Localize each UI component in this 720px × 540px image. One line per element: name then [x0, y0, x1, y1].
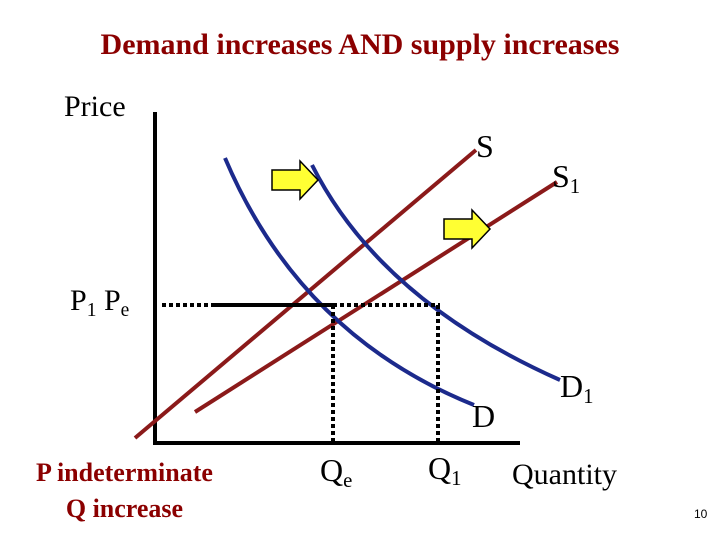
x-axis-label: Quantity	[512, 458, 617, 491]
supply-curve-s1	[193, 180, 559, 414]
quantity-label-q1: Q1	[428, 450, 462, 491]
demand-label-d1: D1	[560, 368, 594, 409]
price-labels: P1 Pe	[70, 284, 130, 321]
demand-curve-d1	[310, 164, 561, 382]
page-number: 10	[694, 507, 708, 521]
note-line-quantity: Q increase	[65, 494, 184, 523]
demand-label-d: D	[472, 398, 496, 434]
demand-curve-d	[223, 157, 475, 407]
conclusion-note: P indeterminate Q increase	[36, 455, 213, 527]
shift-arrow-upper	[271, 159, 320, 201]
shift-arrow-lower	[443, 208, 492, 250]
supply-label-s1: S1	[552, 158, 581, 199]
supply-label-s: S	[476, 128, 494, 164]
y-axis-label: Price	[64, 90, 126, 123]
quantity-label-qe: Qe	[320, 452, 353, 493]
note-line-price: P indeterminate	[36, 458, 213, 487]
supply-curve-s	[133, 148, 478, 440]
slide-title: Demand increases AND supply increases	[100, 28, 620, 61]
